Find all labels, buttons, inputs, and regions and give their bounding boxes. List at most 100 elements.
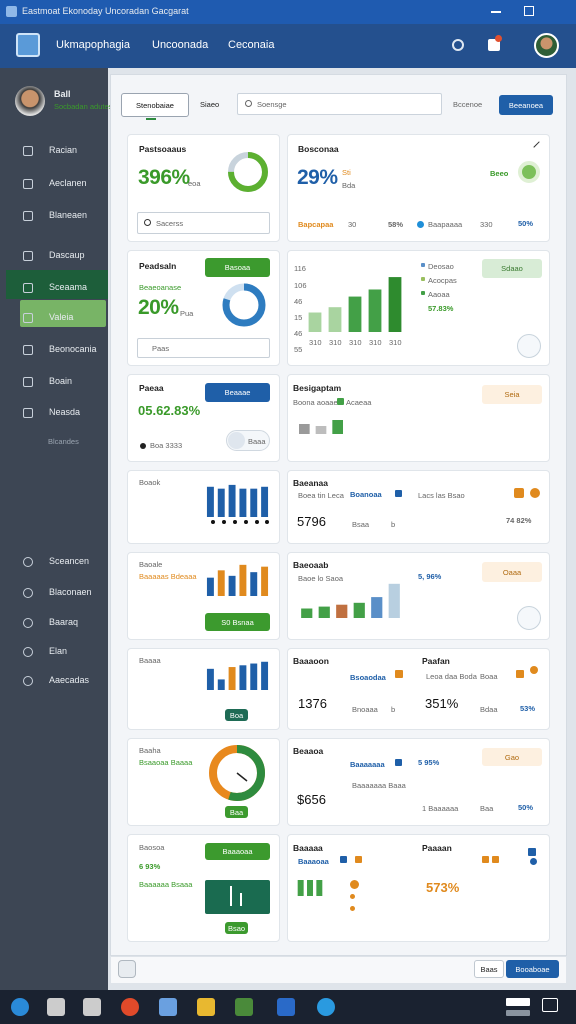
label: Acaeaa — [346, 398, 372, 407]
nav-icon — [23, 557, 33, 567]
button[interactable]: Seia — [482, 385, 542, 404]
label: Baeoaab — [293, 560, 329, 570]
button[interactable]: Baas — [474, 960, 504, 978]
button[interactable]: S0 Bsnaa — [205, 613, 270, 631]
label: Baaaaa — [293, 843, 323, 853]
nav-item[interactable]: Sceaama — [49, 282, 88, 292]
label: b — [391, 520, 396, 529]
minimize[interactable] — [491, 11, 501, 13]
card — [287, 648, 550, 730]
label: 57.83% — [428, 304, 454, 313]
taskbar-icon[interactable] — [277, 998, 295, 1016]
nav-item[interactable]: Boain — [49, 376, 73, 386]
badge[interactable]: Bsao — [225, 922, 248, 934]
button[interactable]: Beeanoea — [499, 95, 553, 115]
donut-value — [228, 152, 268, 192]
taskbar-icon[interactable] — [197, 998, 215, 1016]
close[interactable] — [552, 5, 564, 17]
toggle-knob — [228, 432, 245, 449]
label: Baaa — [248, 437, 266, 446]
donut — [209, 745, 265, 801]
nav-item[interactable]: Blaneaen — [49, 210, 88, 220]
select[interactable] — [137, 338, 270, 358]
nav-icon — [23, 408, 33, 418]
button[interactable]: Booaboae — [506, 960, 559, 978]
card — [287, 552, 550, 640]
button[interactable]: Gao — [482, 748, 542, 766]
nav-item[interactable]: Beonocania — [49, 344, 97, 354]
user-avatar — [15, 86, 45, 116]
notify-icon[interactable] — [488, 39, 500, 51]
label: Pastsoaaus — [139, 144, 187, 154]
bar — [239, 564, 247, 596]
bar — [250, 572, 258, 596]
label: 74 82% — [506, 516, 532, 525]
taskbar-icon[interactable] — [317, 998, 335, 1016]
footer-icon[interactable] — [118, 960, 136, 978]
nav-icon — [23, 588, 33, 598]
label: Paeaa — [139, 383, 164, 393]
nav-item[interactable]: Sceancen — [49, 556, 90, 566]
nav-link[interactable]: Uncoonada — [152, 39, 209, 51]
taskbar-icon[interactable] — [47, 998, 65, 1016]
label: Boona aoaaes — [293, 398, 342, 407]
notify-badge — [495, 35, 502, 42]
nav-item[interactable]: Dascaup — [49, 250, 85, 260]
nav-item[interactable]: Aeclanen — [49, 178, 87, 188]
axis-label: 46 — [294, 329, 303, 338]
label: Bda — [342, 181, 356, 190]
tray-chat[interactable] — [542, 998, 558, 1012]
bar — [228, 575, 236, 596]
taskbar-icon[interactable] — [83, 998, 101, 1016]
nav-item[interactable]: Baaraq — [49, 617, 79, 627]
nav-item[interactable]: Elan — [49, 646, 68, 656]
select[interactable] — [137, 212, 270, 234]
search-box[interactable] — [237, 93, 442, 115]
icon — [140, 443, 146, 449]
x-tick-label: 310 — [389, 338, 402, 347]
taskbar-icon[interactable] — [235, 998, 253, 1016]
button[interactable]: Sdaao — [482, 259, 542, 278]
button[interactable]: Baaaoaa — [205, 843, 270, 860]
nav-link[interactable]: Ceconaia — [228, 39, 275, 51]
nav-item[interactable]: Blaconaen — [49, 587, 92, 597]
bar — [336, 604, 348, 618]
badge[interactable]: Baa — [225, 806, 248, 818]
toolbar-link[interactable]: Siaeo — [200, 100, 220, 109]
circle-button[interactable] — [517, 606, 541, 630]
button[interactable]: Beaaae — [205, 383, 270, 402]
badge[interactable]: Boa — [225, 709, 248, 721]
nav-icon — [23, 377, 33, 387]
button[interactable]: Basoaa — [205, 258, 270, 277]
maximize[interactable] — [524, 6, 534, 16]
label: Sacerss — [156, 219, 184, 228]
taskbar-icon[interactable] — [11, 998, 29, 1016]
button[interactable]: Oaaa — [482, 562, 542, 582]
avatar[interactable] — [534, 33, 559, 58]
label: 330 — [480, 220, 493, 229]
nav-item[interactable]: Aaecadas — [49, 675, 90, 685]
label: Pua — [180, 309, 194, 318]
bar — [261, 661, 269, 690]
label: 58% — [388, 220, 404, 229]
filter-link[interactable]: Bccenoe — [453, 100, 483, 109]
taskbar-icon[interactable] — [159, 998, 177, 1016]
bar — [206, 486, 214, 517]
label: Baaaoaa — [298, 857, 329, 866]
taskbar-icon[interactable] — [121, 998, 139, 1016]
label: Boaa — [480, 672, 498, 681]
bar — [353, 602, 365, 618]
nav-item[interactable]: Valeia — [49, 312, 74, 322]
nav-item[interactable]: Neasda — [49, 407, 81, 417]
help-icon[interactable] — [452, 39, 464, 51]
bar — [318, 606, 330, 618]
label: Beaeoanase — [139, 283, 182, 292]
axis-label: 106 — [294, 281, 307, 290]
circle-button[interactable] — [517, 334, 541, 358]
donut-value — [222, 283, 266, 327]
nav-item[interactable]: Racian — [49, 145, 78, 155]
label: Sti — [342, 168, 351, 177]
tab[interactable]: Stenobaiae — [121, 93, 189, 117]
axis-label: 55 — [294, 345, 303, 354]
